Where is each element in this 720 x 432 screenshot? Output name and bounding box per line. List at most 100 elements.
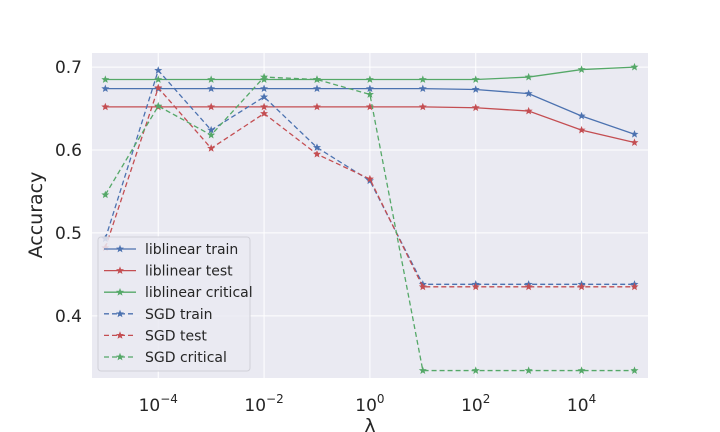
data-point xyxy=(418,282,427,291)
legend-label: SGD critical xyxy=(145,350,227,366)
data-point xyxy=(260,102,269,111)
data-point xyxy=(418,102,427,111)
data-point xyxy=(207,144,216,152)
data-point xyxy=(313,84,321,93)
data-point xyxy=(471,85,480,93)
legend-label: liblinear test xyxy=(145,264,233,280)
data-point xyxy=(471,75,480,83)
data-point xyxy=(154,83,163,92)
data-point xyxy=(630,138,639,146)
data-point xyxy=(471,103,480,112)
axes: 0.40.50.60.710−4 10−2 100 102 104 xyxy=(55,58,596,416)
data-point xyxy=(630,282,639,291)
data-point xyxy=(365,174,374,183)
data-point xyxy=(154,75,163,83)
data-point xyxy=(207,102,216,111)
data-point xyxy=(577,125,586,134)
series-line xyxy=(104,86,635,288)
series-layer xyxy=(101,62,639,374)
data-point xyxy=(260,72,269,81)
data-point xyxy=(260,92,269,101)
x-tick-exponent: 2 xyxy=(483,392,491,406)
data-point xyxy=(260,84,269,93)
legend-marker xyxy=(116,352,124,361)
x-tick-exponent: −4 xyxy=(160,392,178,406)
data-point xyxy=(524,282,533,291)
legend-label: SGD test xyxy=(145,328,207,344)
data-point xyxy=(365,102,374,111)
data-point xyxy=(524,72,533,81)
y-axis-label: Accuracy xyxy=(25,172,47,259)
data-point xyxy=(524,106,533,115)
legend-item: liblinear train xyxy=(104,242,238,258)
data-point xyxy=(365,84,374,93)
x-tick-label: 10−2 xyxy=(244,392,283,416)
data-point xyxy=(365,90,374,98)
data-point xyxy=(207,125,216,134)
y-tick-label: 0.6 xyxy=(55,141,82,161)
y-tick-label: 0.7 xyxy=(55,58,82,78)
legend-label: liblinear critical xyxy=(145,285,253,301)
x-tick-base: 10 xyxy=(461,396,483,416)
data-point xyxy=(577,111,586,120)
x-tick-base: 10 xyxy=(355,396,377,416)
data-point xyxy=(577,366,586,374)
data-point xyxy=(524,89,533,98)
data-point xyxy=(577,65,586,73)
data-point xyxy=(418,366,427,374)
data-point xyxy=(313,149,321,158)
legend-marker xyxy=(116,244,124,253)
x-tick-exponent: −2 xyxy=(266,392,284,406)
legend-item: liblinear test xyxy=(104,264,233,280)
data-point xyxy=(577,282,586,291)
legend-label: liblinear train xyxy=(145,242,238,258)
legend-marker xyxy=(116,288,124,296)
series-sgd-critical xyxy=(101,72,639,374)
legend-marker xyxy=(116,331,124,339)
data-point xyxy=(365,75,374,83)
data-point xyxy=(471,366,480,374)
data-point xyxy=(630,62,639,71)
y-tick-label: 0.4 xyxy=(55,307,82,327)
data-point xyxy=(101,75,110,83)
data-point xyxy=(418,84,427,93)
data-point xyxy=(260,75,269,83)
data-point xyxy=(313,102,321,111)
x-tick-label: 102 xyxy=(461,392,490,416)
data-point xyxy=(630,366,639,374)
legend-item: SGD test xyxy=(104,328,207,344)
x-tick-label: 104 xyxy=(567,392,596,416)
series-liblinear-critical xyxy=(101,62,639,83)
data-point xyxy=(524,366,533,374)
data-point xyxy=(207,75,216,83)
data-point xyxy=(101,102,110,111)
legend-marker xyxy=(116,309,124,318)
x-tick-exponent: 0 xyxy=(377,392,385,406)
legend-item: SGD critical xyxy=(104,350,227,366)
x-tick-label: 10−4 xyxy=(139,392,178,416)
data-point xyxy=(313,75,321,83)
x-tick-label: 100 xyxy=(355,392,384,416)
y-tick-label: 0.5 xyxy=(55,224,82,244)
x-tick-base: 10 xyxy=(567,396,589,416)
legend-marker xyxy=(116,266,124,274)
legend: liblinear train liblinear test liblinear c… xyxy=(97,236,253,372)
data-point xyxy=(630,130,639,138)
x-tick-exponent: 4 xyxy=(589,392,597,406)
data-point xyxy=(418,75,427,83)
data-point xyxy=(207,130,216,139)
data-point xyxy=(154,101,163,110)
data-point xyxy=(471,282,480,291)
legend-label: SGD train xyxy=(145,307,213,323)
legend-item: SGD train xyxy=(104,307,213,323)
legend-item: liblinear critical xyxy=(104,285,253,301)
data-point xyxy=(313,143,321,151)
data-point xyxy=(101,190,110,199)
data-point xyxy=(101,84,110,93)
x-axis-label: λ xyxy=(364,415,375,432)
x-tick-base: 10 xyxy=(139,396,161,416)
data-point xyxy=(260,109,269,117)
x-tick-base: 10 xyxy=(244,396,266,416)
data-point xyxy=(154,66,163,74)
